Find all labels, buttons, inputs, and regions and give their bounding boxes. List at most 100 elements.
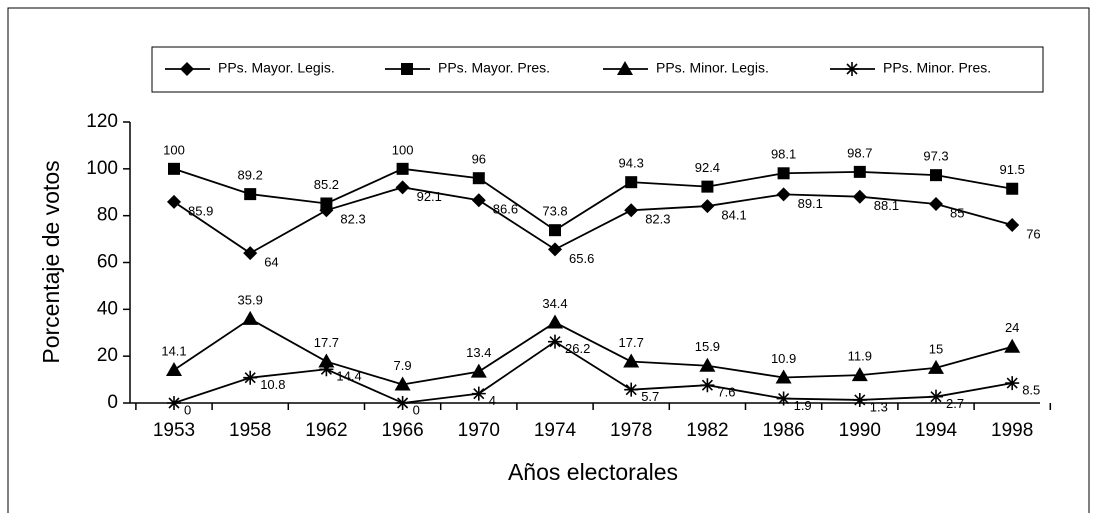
legend-marker [845, 62, 859, 76]
data-label: 14.4 [336, 369, 361, 384]
data-point [548, 242, 562, 257]
y-tick-label: 120 [86, 111, 118, 132]
data-label: 35.9 [238, 292, 263, 307]
data-point [168, 162, 180, 175]
data-point [1005, 376, 1020, 391]
data-point [243, 246, 258, 261]
x-tick-label: 1990 [839, 420, 881, 441]
data-point [472, 172, 485, 185]
data-point [547, 314, 563, 329]
x-tick-label: 1986 [762, 420, 804, 441]
data-label: 26.2 [565, 341, 590, 356]
data-point [699, 357, 716, 372]
data-point [549, 224, 561, 237]
series-line [173, 186, 1013, 255]
data-point [852, 189, 867, 204]
frame [7, 7, 1090, 513]
data-point [1006, 182, 1019, 195]
data-label: 82.3 [645, 212, 670, 227]
x-axis-title: Años electorales [508, 459, 678, 485]
data-point [243, 370, 258, 385]
data-label: 97.3 [923, 149, 948, 164]
series-line [173, 167, 1013, 232]
data-point [625, 176, 638, 189]
data-label: 4 [489, 393, 496, 408]
data-label: 8.5 [1022, 383, 1040, 398]
y-tick-label: 0 [107, 392, 118, 413]
data-point [395, 396, 410, 410]
data-label: 76 [1026, 226, 1040, 241]
y-tick-label: 20 [97, 345, 118, 366]
data-point [852, 392, 867, 407]
data-label: 2.7 [946, 396, 964, 411]
data-point [853, 165, 866, 178]
legend-label: PPs. Minor. Pres. [883, 60, 991, 76]
legend-label: PPs. Minor. Legis. [656, 60, 769, 76]
y-tick-label: 40 [97, 298, 118, 319]
data-point [700, 199, 715, 214]
data-point [624, 203, 639, 218]
data-point [471, 193, 486, 208]
data-point [930, 169, 942, 182]
x-tick-label: 1958 [229, 420, 271, 441]
data-point [777, 167, 790, 180]
data-point [471, 386, 486, 401]
data-point [775, 369, 792, 384]
data-label: 92.1 [417, 189, 442, 204]
data-label: 89.1 [798, 196, 823, 211]
data-label: 14.1 [161, 343, 186, 358]
data-label: 34.4 [542, 296, 567, 311]
data-label: 24 [1005, 320, 1019, 335]
data-label: 89.2 [238, 168, 263, 183]
data-label: 98.7 [847, 145, 872, 160]
data-point [928, 359, 944, 374]
data-label: 86.6 [493, 202, 518, 217]
data-label: 96 [472, 152, 486, 167]
data-label: 1.9 [794, 398, 812, 413]
legend-marker [401, 63, 413, 75]
legend-marker [180, 62, 194, 76]
data-label: 10.8 [260, 377, 285, 392]
data-point [1004, 338, 1021, 353]
data-label: 15 [929, 341, 943, 356]
legend-marker [617, 61, 633, 75]
legend-box [151, 46, 1044, 93]
data-point [320, 197, 333, 210]
data-label: 85.9 [188, 203, 213, 218]
x-tick-label: 1974 [534, 420, 577, 441]
data-point [319, 362, 334, 377]
data-point [700, 378, 715, 393]
x-tick-label: 1966 [381, 420, 423, 441]
data-point [166, 361, 182, 376]
x-tick-label: 1970 [458, 420, 500, 441]
x-tick-label: 1982 [686, 420, 728, 441]
data-label: 82.3 [340, 212, 365, 227]
data-label: 7.6 [717, 385, 735, 400]
data-label: 10.9 [771, 351, 796, 366]
data-label: 64 [264, 255, 278, 270]
x-tick-label: 1962 [305, 420, 347, 441]
data-label: 15.9 [695, 339, 720, 354]
data-point [624, 382, 639, 397]
data-label: 91.5 [1000, 162, 1025, 177]
data-point [776, 391, 791, 406]
data-label: 85 [950, 205, 964, 220]
data-point [929, 389, 943, 404]
data-label: 73.8 [542, 204, 567, 219]
data-label: 0 [413, 402, 420, 417]
data-label: 7.9 [394, 358, 412, 373]
x-tick-label: 1994 [915, 420, 958, 441]
data-label: 17.7 [619, 335, 644, 350]
data-label: 100 [163, 142, 185, 157]
data-label: 84.1 [721, 208, 746, 223]
data-point [470, 363, 487, 378]
x-tick-label: 1953 [153, 420, 195, 441]
data-label: 94.3 [619, 156, 644, 171]
data-point [776, 187, 791, 202]
data-point [244, 188, 257, 201]
data-point [395, 180, 410, 195]
legend-label: PPs. Mayor. Legis. [218, 60, 335, 76]
y-tick-label: 80 [97, 205, 118, 226]
data-point [623, 353, 640, 368]
